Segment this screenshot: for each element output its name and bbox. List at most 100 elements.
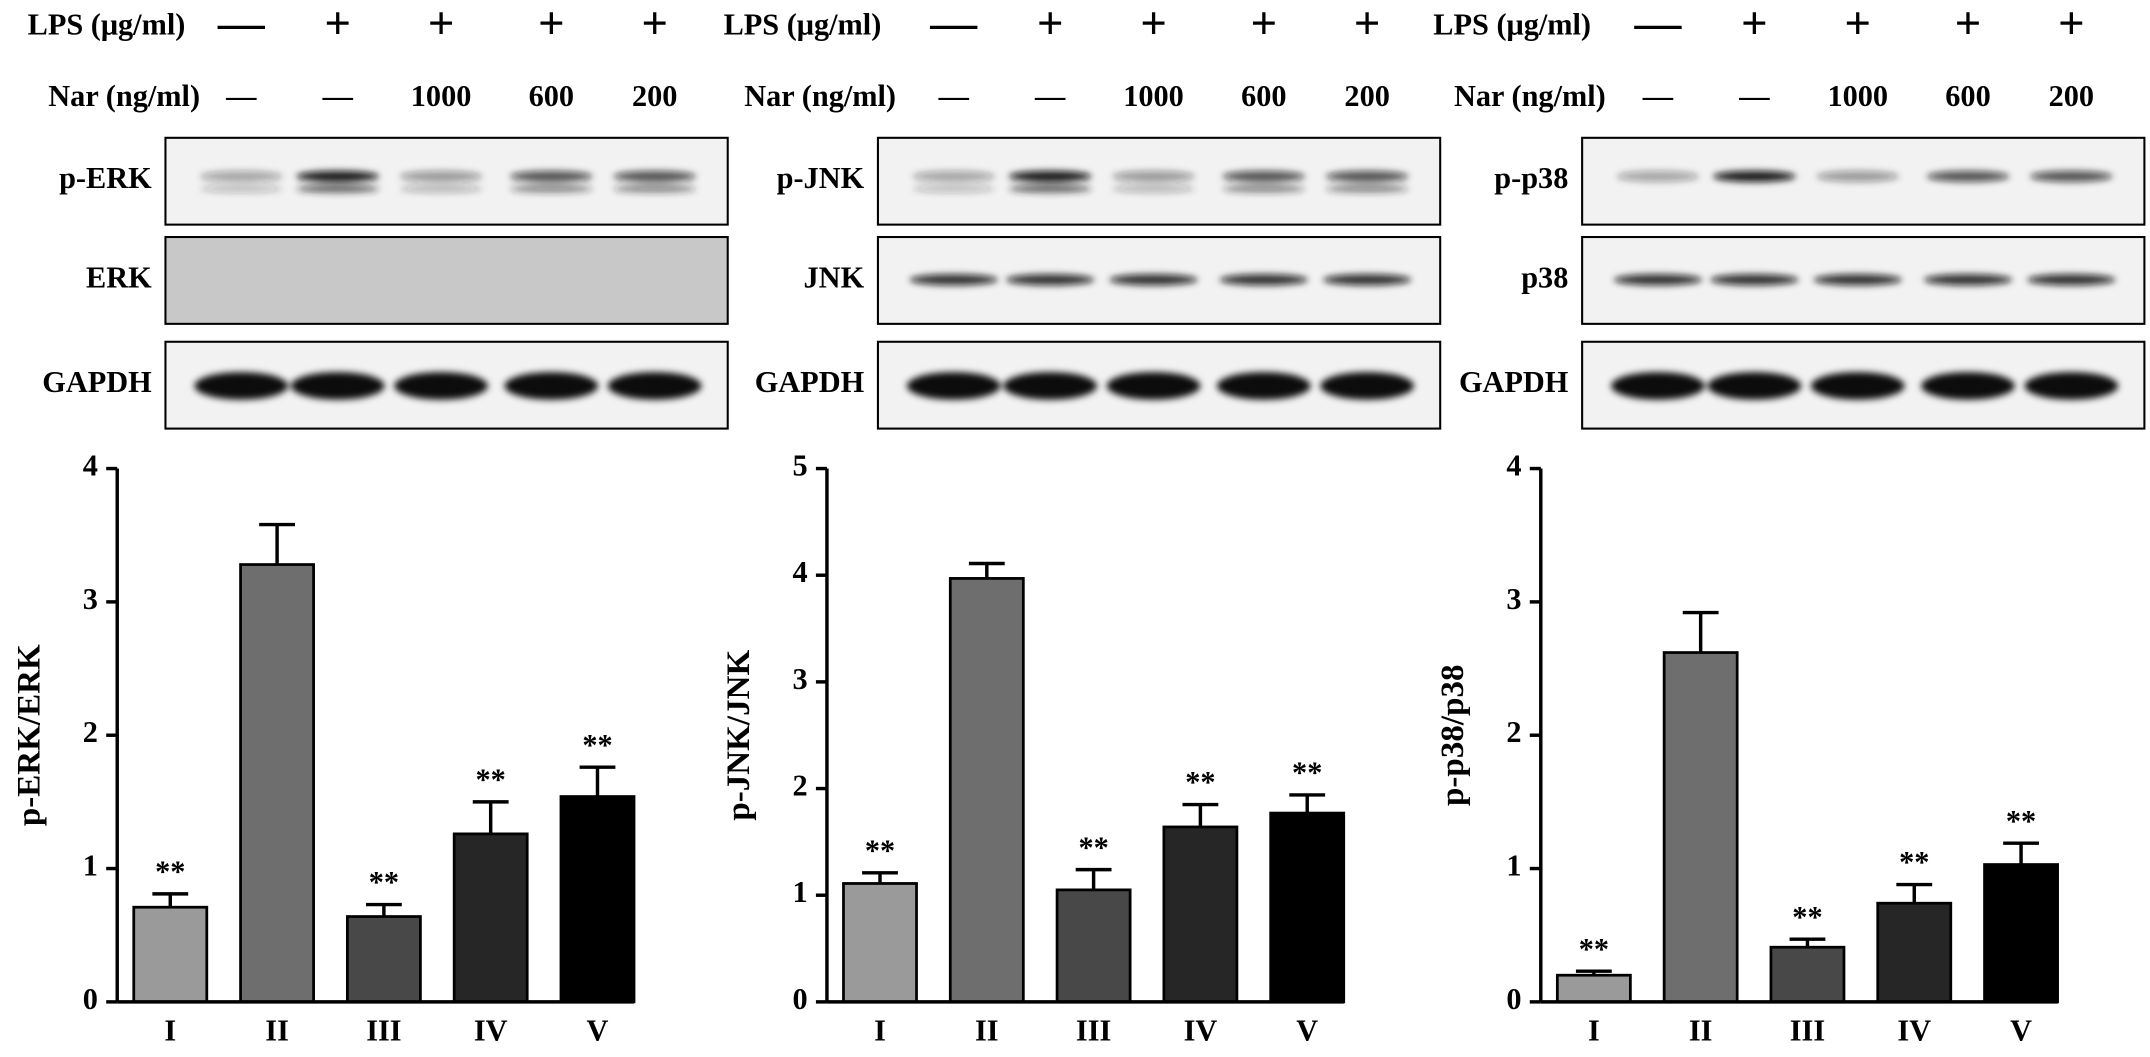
lps-sign: +: [1844, 0, 1871, 49]
band: [1710, 274, 1799, 286]
band-label: p-JNK: [777, 161, 865, 195]
lps-sign: +: [324, 0, 351, 49]
y-tick-label: 4: [1506, 449, 1521, 483]
nar-dose: 1000: [1827, 79, 1888, 113]
band-label: GAPDH: [1459, 365, 1569, 399]
band: [1713, 170, 1796, 182]
significance: **: [2006, 804, 2036, 838]
y-tick-label: 4: [83, 449, 98, 483]
x-tick-label: II: [975, 1014, 999, 1048]
band: [2030, 170, 2113, 182]
band: [504, 372, 599, 400]
band: [1616, 170, 1700, 182]
lps-sign: +: [428, 0, 455, 49]
band: [1707, 372, 1802, 400]
band: [1613, 274, 1703, 286]
nar-dose: —: [1738, 79, 1770, 113]
band: [1008, 170, 1092, 182]
band: [613, 184, 697, 193]
x-tick-label: IV: [1184, 1014, 1218, 1048]
x-tick-label: V: [1296, 1014, 1318, 1048]
band: [1109, 274, 1198, 286]
x-tick-label: III: [1790, 1014, 1825, 1048]
bar: [452, 832, 529, 1004]
lps-sign: +: [1140, 0, 1167, 49]
y-tick-label: 1: [792, 875, 807, 909]
x-tick-label: II: [1689, 1014, 1713, 1048]
significance: **: [155, 855, 185, 889]
y-tick-label: 5: [792, 449, 807, 483]
x-tick-label: II: [265, 1014, 289, 1048]
nar-dose: —: [225, 79, 257, 113]
band: [290, 372, 385, 400]
nar-label: Nar (ng/ml): [48, 79, 200, 113]
significance: **: [1292, 756, 1322, 790]
lps-label: LPS (μg/ml): [1433, 8, 1591, 42]
nar-label: Nar (ng/ml): [744, 79, 896, 113]
band: [607, 372, 702, 400]
lps-sign: +: [1741, 0, 1768, 49]
nar-dose: 600: [1945, 79, 1990, 113]
x-tick-label: V: [2010, 1014, 2032, 1048]
band: [296, 170, 380, 182]
band: [1219, 274, 1308, 286]
lps-sign: +: [1250, 0, 1277, 49]
y-tick-label: 0: [1506, 982, 1521, 1016]
bar: [559, 795, 636, 1004]
lps-sign: +: [1037, 0, 1064, 49]
y-tick-label: 3: [1506, 582, 1521, 616]
band: [1926, 170, 2010, 182]
band-label: GAPDH: [42, 365, 152, 399]
significance: **: [582, 728, 612, 762]
significance: **: [369, 865, 399, 899]
bands: [199, 170, 697, 193]
band: [1106, 372, 1201, 400]
lps-sign: —: [217, 0, 266, 49]
y-tick-label: 4: [792, 555, 807, 589]
band: [1222, 170, 1306, 182]
band-label: p38: [1521, 260, 1568, 294]
x-tick-label: III: [1076, 1014, 1111, 1048]
bands: [1613, 274, 2116, 286]
band: [1112, 170, 1195, 182]
x-tick-label: IV: [1897, 1014, 1931, 1048]
y-tick-label: 1: [83, 848, 98, 882]
significance: **: [1579, 932, 1609, 966]
x-tick-label: I: [164, 1014, 176, 1048]
band: [1323, 274, 1412, 286]
significance: **: [1078, 830, 1108, 864]
bands: [194, 372, 702, 400]
band: [1813, 274, 1902, 286]
band: [1320, 372, 1415, 400]
lps-sign: —: [929, 0, 978, 49]
band: [912, 170, 996, 182]
y-axis-label: p-p38/p38: [1435, 664, 1471, 805]
band: [1921, 372, 2015, 400]
band: [509, 170, 593, 182]
band: [1006, 274, 1095, 286]
x-tick-label: IV: [474, 1014, 508, 1048]
band: [613, 170, 697, 182]
band: [199, 184, 283, 193]
band: [1003, 372, 1098, 400]
nar-dose: 200: [1344, 79, 1389, 113]
band: [399, 184, 483, 193]
x-tick-label: I: [1588, 1014, 1600, 1048]
band: [906, 372, 1001, 400]
bar: [1983, 863, 2059, 1004]
band: [2027, 274, 2116, 286]
x-tick-label: V: [587, 1014, 609, 1048]
nar-dose: —: [938, 79, 970, 113]
significance: **: [476, 763, 506, 797]
y-axis-label: p-JNK/JNK: [721, 650, 757, 821]
y-tick-label: 3: [83, 582, 98, 616]
nar-dose: 600: [1241, 79, 1286, 113]
bands: [1616, 170, 2113, 182]
band: [909, 274, 998, 286]
band-label: p-ERK: [59, 161, 152, 195]
significance: **: [865, 833, 895, 867]
band: [1816, 170, 1900, 182]
bar: [1162, 825, 1239, 1004]
lps-sign: —: [1634, 0, 1683, 49]
